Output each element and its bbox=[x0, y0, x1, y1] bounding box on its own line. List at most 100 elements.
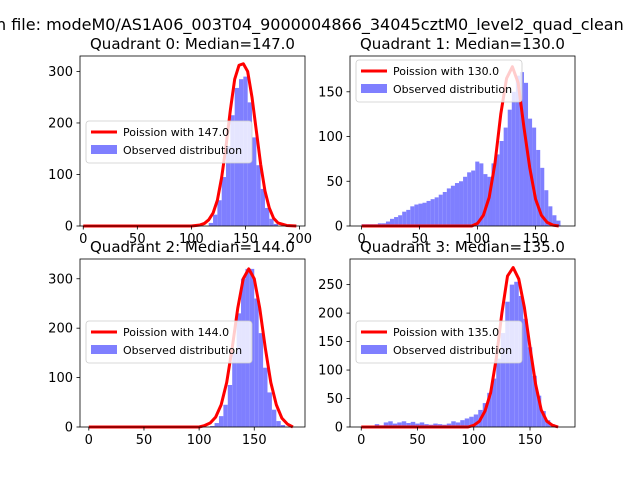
quadrant-3-ytick-label: 150 bbox=[318, 335, 343, 350]
quadrant-3-histogram-bar bbox=[469, 416, 474, 427]
quadrant-1-histogram-bar bbox=[467, 172, 472, 226]
quadrant-3-xtick-label: 0 bbox=[357, 433, 365, 448]
quadrant-1-xtick-label: 150 bbox=[523, 232, 548, 247]
quadrant-1-axes-frame bbox=[349, 55, 576, 227]
quadrant-3-ytick-label: 0 bbox=[335, 421, 343, 436]
quadrant-3-histogram-bar bbox=[433, 423, 438, 427]
quadrant-0-histogram-bar bbox=[252, 137, 257, 226]
quadrant-3-xtick-label: 50 bbox=[409, 433, 426, 448]
quadrant-1-histogram-bar bbox=[475, 161, 480, 226]
quadrant-2-xtick-label: 0 bbox=[85, 433, 93, 448]
quadrant-0-histogram-bar bbox=[221, 177, 227, 226]
quadrant-3-histogram-bar bbox=[455, 422, 461, 427]
quadrant-3-histogram-bar bbox=[460, 420, 465, 427]
quadrant-3-legend-box bbox=[355, 320, 523, 364]
quadrant-3-ytick-label: 200 bbox=[318, 307, 343, 322]
quadrant-0-title: Quadrant 0: Median=147.0 bbox=[90, 35, 295, 53]
quadrant-0-histogram-bar bbox=[226, 146, 231, 226]
quadrant-3-histogram-bar bbox=[451, 421, 456, 427]
quadrant-2-title: Quadrant 2: Median=144.0 bbox=[90, 238, 295, 256]
quadrant-2-ytick-label: 200 bbox=[48, 322, 73, 337]
quadrant-1-histogram-bar bbox=[450, 185, 455, 226]
quadrant-2-chart: Quadrant 2: Median=144.0 0 50 100 150 0 100 200… bbox=[48, 238, 306, 448]
quadrant-1-histogram-bar bbox=[491, 163, 496, 226]
quadrant-1-histogram-bar bbox=[414, 204, 419, 226]
quadrant-1-histogram-bar bbox=[523, 82, 529, 226]
quadrant-1-histogram-bar bbox=[479, 163, 484, 226]
quadrant-2-ytick-label: 0 bbox=[65, 421, 73, 436]
quadrant-2-histogram-bar bbox=[263, 367, 268, 427]
quadrant-0-chart: Quadrant 0: Median=147.0 0 50 100 150 200 0 100… bbox=[48, 35, 312, 247]
quadrant-0-xtick-label: 0 bbox=[79, 232, 87, 247]
quadrant-0-poisson-curve bbox=[83, 62, 297, 228]
quadrant-1-legend-observed-label: Observed distribution bbox=[393, 83, 512, 96]
quadrant-3-ytick-label: 250 bbox=[318, 278, 343, 293]
quadrant-3-histogram-bar bbox=[473, 414, 479, 427]
quadrant-0-legend-observed-swatch bbox=[91, 145, 117, 154]
quadrant-1-xtick-label: 50 bbox=[411, 232, 428, 247]
quadrant-0-xtick-label: 150 bbox=[233, 232, 258, 247]
quadrant-1-histogram-bar bbox=[442, 192, 447, 226]
quadrant-3-histogram-bar bbox=[496, 358, 501, 427]
quadrant-3-histogram-bar bbox=[401, 421, 407, 427]
quadrant-1-histogram-bar bbox=[519, 72, 524, 226]
quadrant-2-legend-observed-swatch bbox=[91, 345, 117, 354]
quadrant-1-legend-poisson-label: Poission with 130.0 bbox=[393, 65, 499, 78]
quadrant-3-histogram-bar bbox=[410, 421, 416, 427]
quadrant-1-histogram-bar bbox=[507, 109, 512, 226]
quadrant-3-legend: Poission with 135.0 Observed distribution bbox=[355, 320, 523, 364]
quadrant-0-ytick-label: 200 bbox=[48, 116, 73, 131]
quadrant-1-histogram-bar bbox=[422, 202, 427, 226]
quadrant-1-histogram-bar bbox=[390, 218, 395, 226]
quadrant-2-histogram-bar bbox=[258, 333, 264, 427]
quadrant-0-histogram-bar bbox=[247, 102, 252, 226]
quadrant-1-histogram-bar bbox=[499, 141, 504, 226]
quadrant-2-histogram-bar bbox=[218, 416, 224, 427]
quadrant-3-histogram-bar bbox=[415, 423, 420, 427]
quadrant-3-legend-observed-swatch bbox=[361, 345, 387, 354]
quadrant-2-histogram-bar bbox=[210, 426, 215, 427]
quadrant-3-histogram-bar bbox=[406, 423, 411, 427]
quadrant-1-histogram-bar bbox=[536, 149, 541, 226]
quadrant-3-xtick-label: 100 bbox=[461, 433, 486, 448]
quadrant-2-histogram-bar bbox=[276, 421, 281, 427]
quadrant-1-histogram-bar bbox=[394, 217, 399, 226]
quadrant-2-legend-poisson-label: Poission with 144.0 bbox=[123, 326, 229, 339]
quadrant-3-histogram-bar bbox=[523, 318, 528, 427]
quadrant-1-title: Quadrant 1: Median=130.0 bbox=[360, 35, 565, 53]
quadrant-2-xtick-label: 50 bbox=[136, 433, 153, 448]
quadrant-3-ytick-label: 50 bbox=[326, 392, 343, 407]
quadrant-1-histogram-bar bbox=[430, 199, 435, 226]
quadrant-1-xtick-label: 100 bbox=[465, 232, 490, 247]
quadrant-3-histogram-bar bbox=[464, 418, 470, 427]
quadrant-0-histogram-bar bbox=[217, 200, 222, 226]
quadrant-1-histogram-bar bbox=[548, 206, 553, 226]
quadrant-2-poisson-curve bbox=[88, 267, 294, 429]
quadrant-3-histogram-bar bbox=[388, 421, 393, 427]
quadrant-2-legend: Poission with 144.0 Observed distribution bbox=[85, 320, 253, 364]
quadrant-3-xtick-label: 150 bbox=[518, 433, 543, 448]
quadrant-3-histogram-bar bbox=[505, 301, 510, 427]
quadrant-1-histogram-bar bbox=[544, 190, 549, 226]
quadrant-1-ytick-label: 100 bbox=[318, 130, 343, 145]
quadrant-1-histogram-bar bbox=[540, 167, 545, 226]
quadrant-1-histogram-bar bbox=[552, 215, 557, 226]
quadrant-1-histogram-bar bbox=[556, 220, 561, 226]
quadrant-2-histogram-bar bbox=[236, 313, 242, 427]
quadrant-1-ytick-label: 150 bbox=[318, 85, 343, 100]
quadrant-1-chart: Quadrant 1: Median=130.0 0 50 100 150 0 50 100 1… bbox=[318, 35, 576, 247]
quadrant-2-histogram-bar bbox=[254, 298, 259, 427]
quadrant-0-histogram-bar bbox=[260, 188, 265, 226]
quadrant-1-histogram-bar bbox=[515, 75, 520, 227]
quadrant-3-chart: Quadrant 3: Median=135.0 0 50 100 150 0 50 100 1… bbox=[318, 238, 576, 448]
quadrant-0-legend-box bbox=[85, 120, 253, 164]
quadrant-3-histogram-bar bbox=[482, 403, 488, 427]
quadrant-1-ytick-label: 50 bbox=[326, 175, 343, 190]
quadrant-0-histogram-bar bbox=[264, 207, 270, 226]
quadrant-2-histogram-bar bbox=[214, 423, 219, 427]
quadrant-3-histogram-bar bbox=[532, 375, 537, 427]
quadrant-0-legend-poisson-label: Poission with 147.0 bbox=[123, 126, 229, 139]
quadrant-1-legend-box bbox=[355, 59, 523, 103]
quadrant-0-xtick-label: 200 bbox=[287, 232, 312, 247]
